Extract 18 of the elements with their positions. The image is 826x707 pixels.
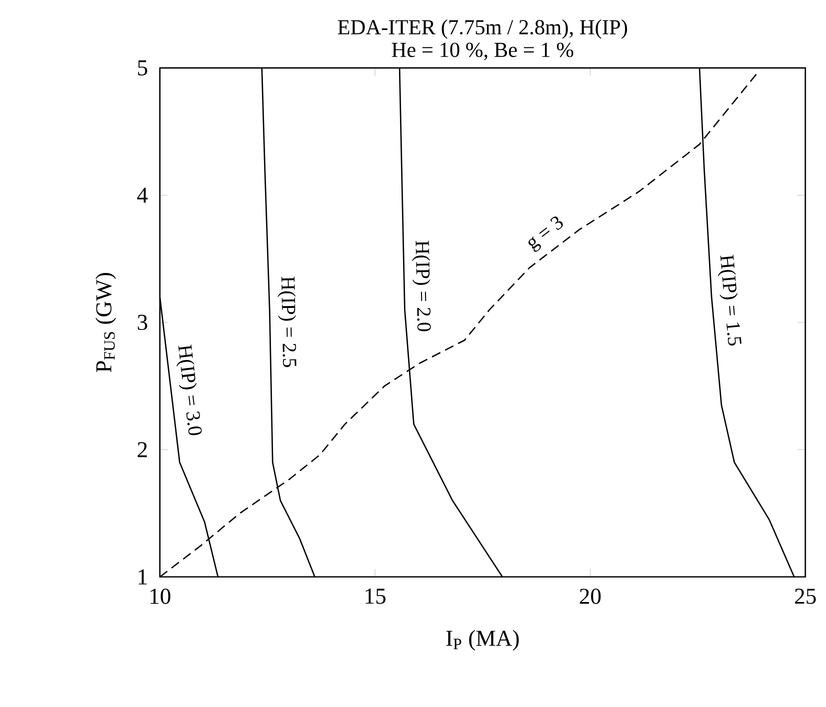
y-tick-label: 1 <box>138 569 147 584</box>
x-tick-label: 25 <box>795 588 816 604</box>
chart-title: EDA-ITER (7.75m / 2.8m), H(IP) <box>338 19 628 39</box>
x-axis-title: I$_{P}$ (MA) <box>446 630 519 650</box>
y-tick-label: 2 <box>138 442 147 457</box>
text: H(IP) = 2.5 <box>278 276 296 367</box>
y-tick-label: 4 <box>137 188 148 202</box>
y-tick-label: 5 <box>138 60 148 76</box>
y-tick-label: 3 <box>138 314 148 330</box>
chart-subtitle: He = 10 %, Be = 1 % <box>392 42 574 60</box>
x-tick-label: 15 <box>366 588 386 604</box>
x-tick-label: 20 <box>580 588 601 604</box>
text: H(IP) = 3.0 <box>176 344 202 435</box>
x-tick-label: 10 <box>150 588 170 604</box>
y-axis-title: P$_{FUS}$ (GW) <box>96 272 116 372</box>
text: H(IP) = 2.0 <box>412 240 431 331</box>
text: H(IP) = 1.5 <box>718 254 742 346</box>
text: g = 3 <box>528 216 563 252</box>
